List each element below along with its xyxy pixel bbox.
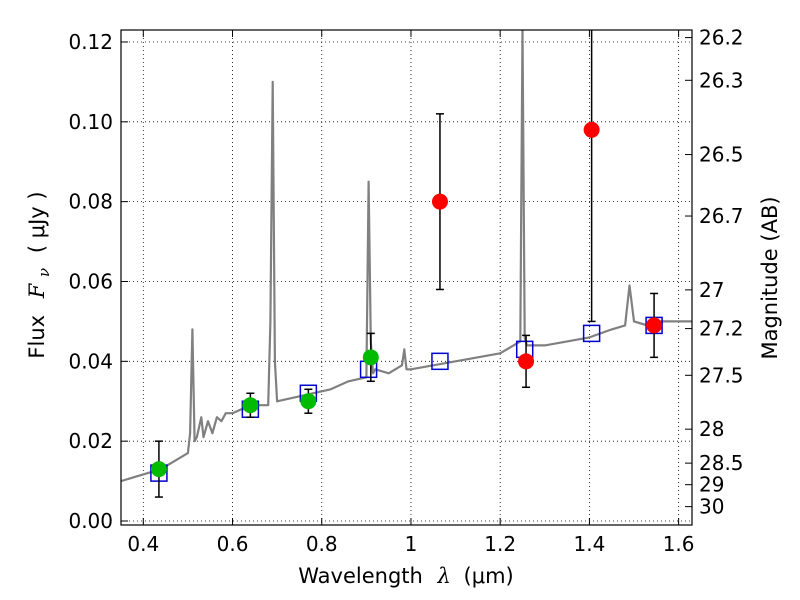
x-axis-label-symbol: λ <box>437 564 451 588</box>
y-axis-label-symbol: F <box>25 282 49 299</box>
data-point <box>150 461 167 478</box>
y-axis-ticks: 0.00 0.02 0.04 0.06 0.08 0.10 0.12 <box>68 30 128 533</box>
y2-tick-label: 28 <box>699 417 724 441</box>
x-axis-label-text: Wavelength <box>298 564 423 588</box>
data-point <box>242 397 259 414</box>
y2-tick-label: 26.5 <box>699 143 744 167</box>
y-axis-label-text: Flux <box>25 315 49 359</box>
y-axis-label-unit: ( μJy ) <box>25 191 49 253</box>
x-tick-label: 0.4 <box>127 532 159 556</box>
model-bandpass-square <box>582 324 601 343</box>
data-markers <box>150 30 663 498</box>
y-axis-label-subscript: ν <box>35 268 53 277</box>
y-tick-label: 0.00 <box>68 509 113 533</box>
plot-frame <box>120 29 693 526</box>
y-tick-label: 0.02 <box>68 429 113 453</box>
data-point <box>362 349 379 366</box>
y-axis-label: Flux F ν ( μJy ) <box>25 191 54 358</box>
x-tick-label: 0.6 <box>217 532 249 556</box>
grid-lines <box>121 30 692 525</box>
y-tick-label: 0.06 <box>68 269 113 293</box>
plot-area <box>121 30 692 483</box>
x-tick-label: 1 <box>405 532 418 556</box>
x-tick-label: 1.6 <box>663 532 695 556</box>
y2-axis-label: Magnitude (AB) <box>758 196 782 359</box>
y-tick-label: 0.08 <box>68 190 113 214</box>
x-tick-label: 1.2 <box>484 532 516 556</box>
model-bandpass-square <box>431 352 449 371</box>
y-tick-label: 0.10 <box>68 110 113 134</box>
y2-tick-label: 26.3 <box>699 68 744 92</box>
data-point <box>583 121 600 138</box>
y2-tick-label: 27.2 <box>699 317 744 341</box>
data-point <box>646 317 663 334</box>
y2-tick-label: 27 <box>699 278 724 302</box>
y2-tick-label: 26.7 <box>699 204 744 228</box>
y-tick-label: 0.12 <box>68 30 113 54</box>
x-axis-ticks: 0.4 0.6 0.8 1 1.2 1.4 1.6 <box>127 30 695 556</box>
x-tick-label: 0.8 <box>306 532 338 556</box>
y2-tick-label: 28.5 <box>699 451 744 475</box>
data-point <box>431 193 448 210</box>
x-tick-label: 1.4 <box>573 532 605 556</box>
y2-tick-label: 26.2 <box>699 26 744 50</box>
model-spectrum-line <box>121 30 692 483</box>
y2-tick-label: 30 <box>699 495 724 519</box>
x-axis-label-unit: (μm) <box>464 564 514 588</box>
y2-tick-label: 27.5 <box>699 363 744 387</box>
y2-tick-label: 29 <box>699 473 724 497</box>
y-tick-label: 0.04 <box>68 349 113 373</box>
x-axis-label: Wavelength λ (μm) <box>298 564 513 588</box>
data-point <box>300 393 317 410</box>
data-point <box>518 353 535 370</box>
